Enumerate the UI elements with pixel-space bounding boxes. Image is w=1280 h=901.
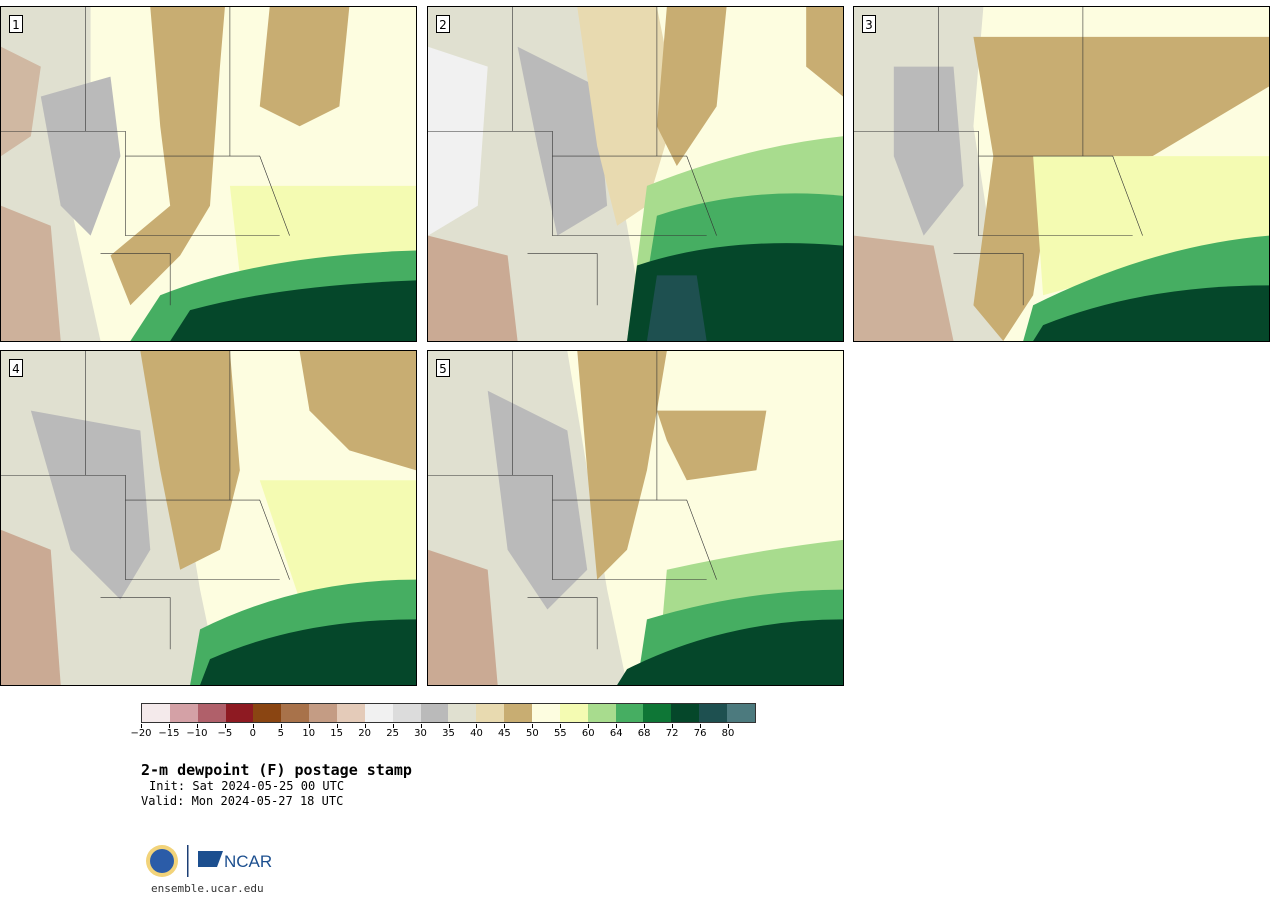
colorbar-tick-label: 55 xyxy=(553,728,567,739)
colorbar-tick-mark xyxy=(532,724,534,728)
colorbar-tick-mark xyxy=(700,724,702,728)
colorbar-tick-mark xyxy=(644,724,646,728)
postage-stamp-map-1: 1 xyxy=(0,6,417,342)
colorbar-swatch xyxy=(476,704,505,722)
colorbar-swatch xyxy=(337,704,365,722)
colorbar-tick-mark xyxy=(672,724,674,728)
colorbar-swatch xyxy=(643,704,672,722)
colorbar-tick-label: 35 xyxy=(442,728,455,739)
dewpoint-map-5 xyxy=(428,351,843,685)
colorbar-tick-mark xyxy=(196,724,198,728)
colorbar-swatch xyxy=(615,704,644,722)
colorbar-swatch xyxy=(225,704,254,722)
colorbar-ticks: −20 −15 −10 −5 0 5 10 15 20 25 30 35 40 45 50 55 60 64 68 7… xyxy=(130,724,756,744)
colorbar-swatch xyxy=(281,704,310,722)
panel-number: 3 xyxy=(862,15,876,33)
panel-number: 4 xyxy=(9,359,23,377)
colorbar-tick-mark xyxy=(588,724,590,728)
colorbar-tick-label: 50 xyxy=(525,728,539,739)
colorbar-swatch xyxy=(253,704,282,722)
colorbar-tick-label: 64 xyxy=(609,728,623,739)
colorbar-tick-label: 5 xyxy=(277,728,284,739)
product-title: 2-m dewpoint (F) postage stamp xyxy=(141,761,412,779)
colorbar-tick-mark xyxy=(420,724,422,728)
colorbar-tick-label: 30 xyxy=(414,728,427,739)
postage-stamp-map-3: 3 xyxy=(853,6,1270,342)
colorbar-tick-mark xyxy=(476,724,478,728)
colorbar-tick-mark xyxy=(364,724,366,728)
postage-stamp-map-2: 2 xyxy=(427,6,844,342)
colorbar-tick-mark xyxy=(224,724,226,728)
colorbar-tick-label: −5 xyxy=(217,728,233,739)
colorbar-swatch xyxy=(448,704,477,722)
colorbar-tick-mark xyxy=(141,724,142,728)
colorbar-swatch xyxy=(197,704,226,722)
panel-number: 5 xyxy=(436,359,450,377)
colorbar-tick-mark xyxy=(280,724,282,728)
colorbar-tick-label: 72 xyxy=(665,728,679,739)
colorbar-tick-mark xyxy=(308,724,310,728)
colorbar-tick-label: 20 xyxy=(358,728,371,739)
website-url: ensemble.ucar.edu xyxy=(151,882,264,895)
dewpoint-map-3 xyxy=(854,7,1269,341)
init-time: Init: Sat 2024-05-25 00 UTC xyxy=(149,779,345,793)
colorbar-tick-label: 76 xyxy=(693,728,707,739)
colorbar-swatch xyxy=(532,704,560,722)
colorbar-tick-label: −20 xyxy=(130,728,152,739)
colorbar-tick-label: 0 xyxy=(249,728,256,739)
colorbar-tick-mark xyxy=(392,724,394,728)
colorbar-tick-label: 45 xyxy=(498,728,511,739)
colorbar-tick-mark xyxy=(336,724,338,728)
dewpoint-map-2 xyxy=(428,7,843,341)
colorbar-tick-label: 15 xyxy=(330,728,344,739)
dewpoint-map-4 xyxy=(1,351,416,685)
colorbar xyxy=(141,703,756,723)
colorbar-tick-label: 25 xyxy=(386,728,399,739)
colorbar-tick-label: 40 xyxy=(470,728,483,739)
colorbar-tick-label: 80 xyxy=(721,728,735,739)
colorbar-swatch xyxy=(169,704,198,722)
ncar-wordmark: NCAR xyxy=(224,852,272,871)
colorbar-swatch xyxy=(504,704,533,722)
colorbar-swatch xyxy=(587,704,616,722)
postage-stamp-map-5: 5 xyxy=(427,350,844,686)
postage-stamp-map-4: 4 xyxy=(0,350,417,686)
valid-time: Valid: Mon 2024-05-27 18 UTC xyxy=(141,794,344,808)
colorbar-tick-mark xyxy=(168,724,170,728)
colorbar-tick-mark xyxy=(560,724,562,728)
colorbar-swatch xyxy=(364,704,393,722)
colorbar-swatch xyxy=(699,704,728,722)
colorbar-swatch xyxy=(142,704,170,722)
colorbar-tick-label: 68 xyxy=(637,728,651,739)
panel-number: 2 xyxy=(436,15,450,33)
colorbar-tick-label: −15 xyxy=(158,728,180,739)
dewpoint-map-1 xyxy=(1,7,416,341)
colorbar-tick-label: 60 xyxy=(581,728,595,739)
colorbar-tick-mark xyxy=(252,724,254,728)
colorbar-tick-mark xyxy=(616,724,618,728)
colorbar-tick-mark xyxy=(504,724,506,728)
panel-number: 1 xyxy=(9,15,23,33)
colorbar-swatch xyxy=(420,704,449,722)
ncar-mark xyxy=(198,851,223,867)
logo-divider xyxy=(187,845,189,877)
colorbar-swatch xyxy=(671,704,700,722)
nsf-ncar-logo: NCAR xyxy=(145,843,275,879)
colorbar-swatch xyxy=(392,704,421,722)
colorbar-tick-mark xyxy=(728,724,730,728)
colorbar-tick-label: −10 xyxy=(186,728,208,739)
colorbar-tick-label: 10 xyxy=(302,728,316,739)
colorbar-swatch xyxy=(559,704,588,722)
colorbar-swatch xyxy=(309,704,338,722)
colorbar-swatch xyxy=(727,704,755,722)
colorbar-tick-mark xyxy=(448,724,450,728)
